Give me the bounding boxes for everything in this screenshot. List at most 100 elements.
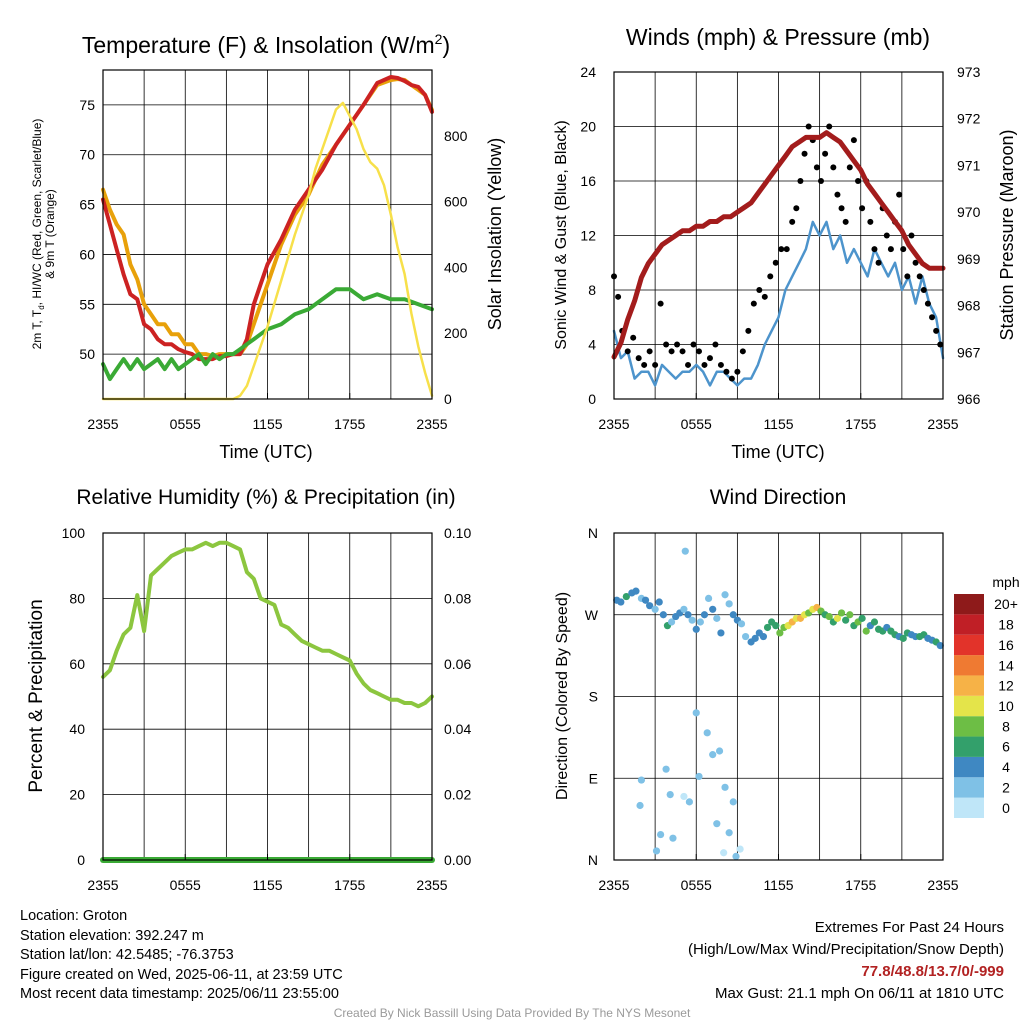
direction-point — [715, 747, 724, 755]
station-latlon: Station lat/lon: 42.5485; -76.3753 — [20, 947, 234, 964]
gust-point — [712, 341, 719, 348]
direction-point — [659, 611, 667, 619]
extremes-subtitle: (High/Low/Max Wind/Precipitation/Snow De… — [688, 941, 1004, 958]
gust-point — [908, 232, 915, 239]
direction-point — [751, 634, 759, 642]
temperature-tick-labels: 2355 0555 1155 1755 2355 50 55 60 65 70 75 0 200 400 6… — [79, 97, 467, 432]
gust-point — [789, 218, 796, 225]
direction-xtick-label: 2355 — [927, 877, 958, 893]
winds-xtick-label: 2355 — [927, 416, 958, 432]
temperature-xtick-label: 2355 — [87, 416, 118, 432]
winds-ytick-left-label: 8 — [588, 282, 596, 298]
gust-point — [867, 218, 874, 225]
direction-point — [681, 547, 689, 555]
temperature-plot-frame — [102, 69, 433, 400]
direction-point — [825, 612, 833, 621]
temperature-xtick-label: 1155 — [252, 416, 282, 432]
temperature-ytick-left-label: 60 — [79, 246, 95, 262]
gust-point — [756, 287, 763, 293]
gust-point — [896, 191, 903, 198]
direction-point — [776, 629, 784, 637]
direction-point — [646, 602, 654, 610]
direction-point — [700, 611, 709, 619]
direction-point — [692, 709, 700, 717]
colorbar-swatch — [954, 756, 984, 778]
station-location: Location: Groton — [20, 908, 128, 924]
gust-point — [822, 150, 829, 157]
temperature-xlabel: Time (UTC) — [219, 442, 312, 462]
gust-point — [887, 246, 894, 253]
colorbar-label: 6 — [1002, 739, 1010, 755]
direction-point — [709, 751, 717, 759]
colorbar-swatch — [954, 797, 984, 818]
winds-ylabel-right: Station Pressure (Maroon) — [997, 129, 1017, 340]
gust-point — [630, 334, 637, 341]
colorbar-label: 20+ — [994, 596, 1018, 612]
direction-point — [637, 776, 646, 784]
direction-ytick-label: N — [588, 852, 598, 868]
direction-point — [729, 611, 737, 619]
temperature-ytick-right-label: 600 — [444, 194, 468, 210]
gust-point — [850, 137, 857, 144]
humidity-ytick-left-label: 100 — [62, 525, 86, 541]
humidity-ytick-right-label: 0.06 — [444, 656, 471, 672]
direction-ytick-label: E — [589, 770, 598, 786]
direction-point — [717, 629, 725, 637]
direction-point — [833, 614, 842, 622]
direction-point — [684, 611, 692, 619]
winds-ylabel-left: Sonic Wind & Gust (Blue, Black) — [553, 120, 570, 349]
direction-point — [685, 798, 693, 806]
colorbar-label: 0 — [1002, 800, 1010, 816]
direction-ytick-label: W — [585, 607, 599, 623]
direction-point — [669, 834, 677, 842]
direction-ytick-label: N — [588, 525, 598, 541]
direction-point — [858, 614, 866, 622]
winds-ytick-right-label: 973 — [957, 64, 981, 80]
direction-ytick-label: S — [589, 689, 598, 705]
gust-point — [904, 273, 911, 280]
direction-point — [713, 820, 721, 828]
max-gust: Max Gust: 21.1 mph On 06/11 at 1810 UTC — [714, 985, 1004, 1002]
direction-grid — [614, 533, 943, 860]
colorbar-label: 18 — [998, 617, 1014, 633]
direction-point — [862, 627, 870, 635]
direction-point — [709, 605, 717, 613]
humidity-title: Relative Humidity (%) & Precipitation (i… — [76, 486, 455, 509]
direction-xtick-label: 2355 — [598, 877, 629, 893]
humidity-ytick-right-label: 0.04 — [444, 721, 471, 737]
winds-ytick-right-label: 966 — [957, 391, 981, 407]
direction-panel: Wind Direction 2355 0555 1155 1755 2355NESWN… — [554, 486, 1020, 893]
direction-point — [737, 620, 746, 628]
gust-point — [883, 232, 890, 239]
temperature-ylabel-left-line1: 2m T, Td, HI/WC (Red, Green, Scarlet/Blu… — [30, 119, 46, 350]
direction-title: Wind Direction — [710, 486, 847, 509]
humidity-ytick-left-label: 0 — [77, 852, 85, 868]
winds-ytick-right-label: 968 — [957, 298, 981, 314]
colorbar-label: 10 — [998, 698, 1014, 714]
gust-point — [761, 293, 768, 300]
winds-ytick-right-label: 971 — [957, 157, 981, 173]
gust-point — [817, 178, 824, 184]
gust-point — [805, 123, 812, 130]
humidity-xtick-label: 2355 — [87, 877, 118, 893]
direction-point — [736, 845, 744, 853]
gust-point — [846, 164, 853, 171]
direction-point — [622, 592, 630, 601]
direction-point — [695, 772, 703, 781]
humidity-ytick-right-label: 0.08 — [444, 590, 471, 606]
direction-point — [688, 616, 696, 624]
humidity-plot-frame — [102, 532, 433, 861]
winds-xtick-label: 1755 — [845, 416, 876, 432]
colorbar-swatch — [954, 614, 984, 635]
gust-point — [624, 348, 631, 355]
humidity-ytick-left-label: 20 — [69, 787, 85, 803]
winds-xtick-label: 1155 — [763, 416, 793, 432]
gust-point — [842, 218, 849, 225]
direction-xtick-label: 1155 — [763, 877, 793, 893]
temperature-xtick-label: 2355 — [416, 416, 447, 432]
humidity-ytick-left-label: 40 — [69, 721, 85, 737]
direction-point — [870, 618, 879, 626]
humidity-xtick-label: 2355 — [416, 877, 447, 893]
winds-ytick-right-label: 970 — [957, 204, 981, 220]
